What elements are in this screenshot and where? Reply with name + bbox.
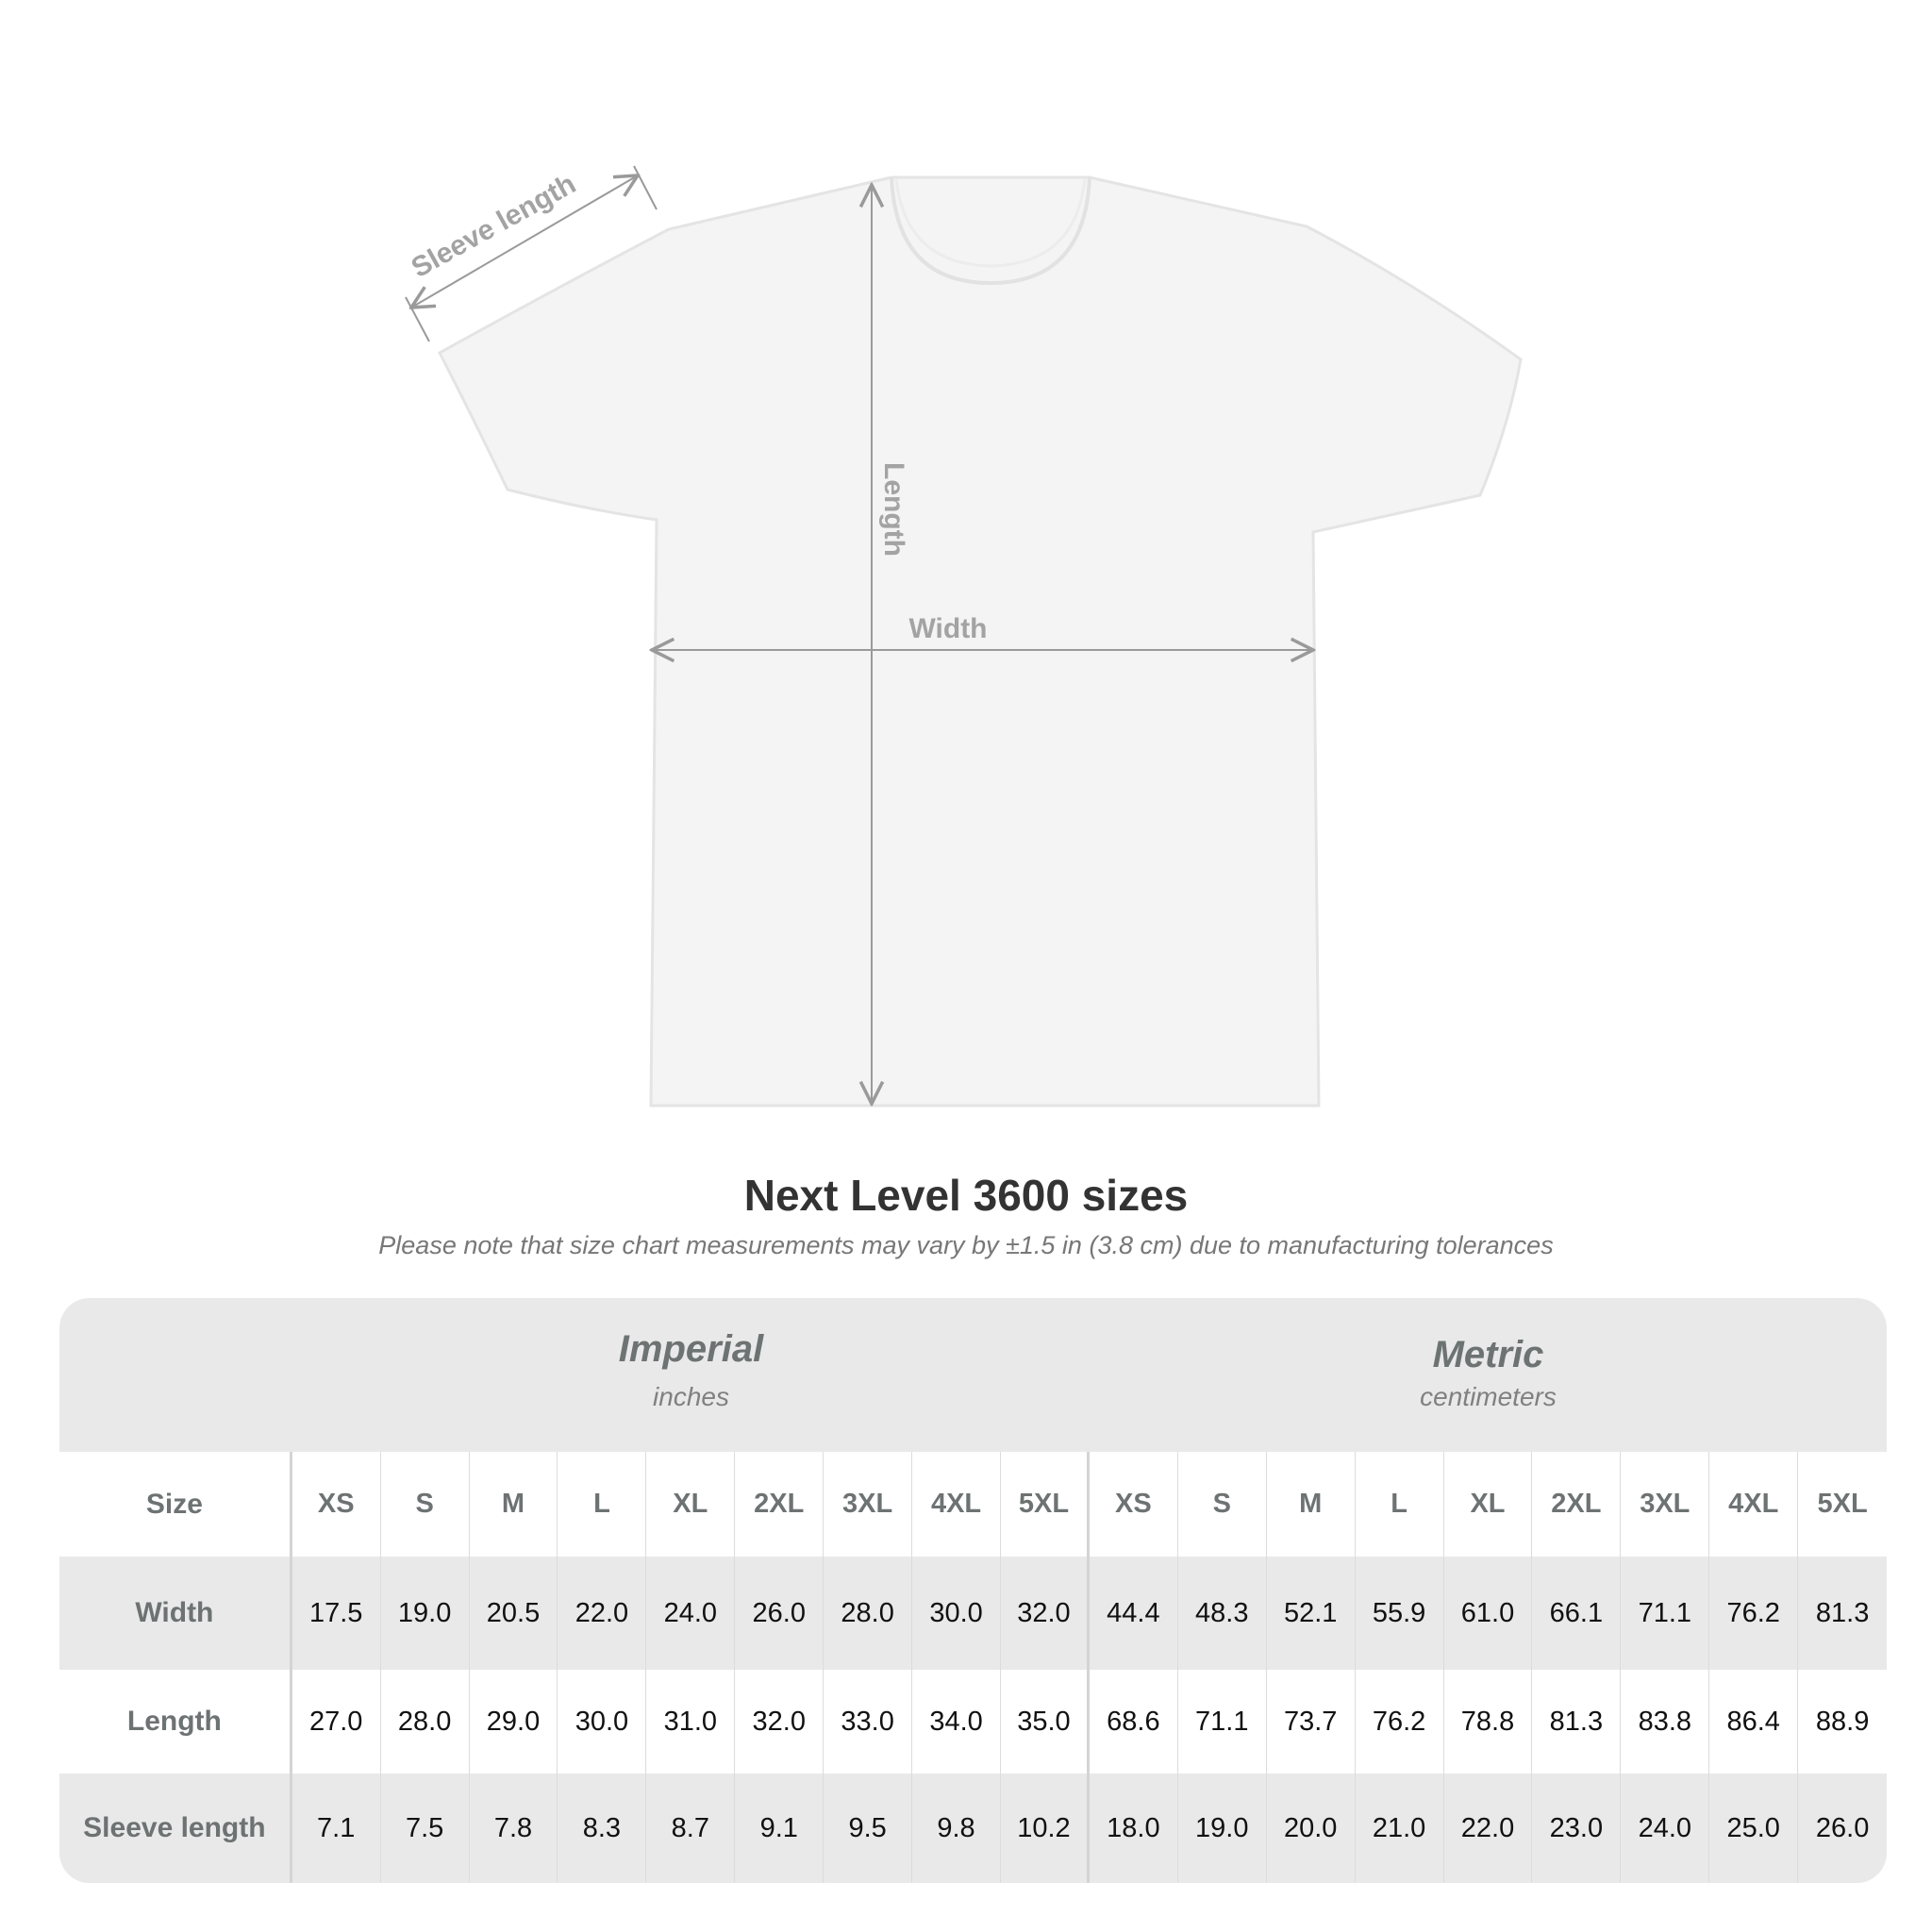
size-header-cell: 3XL: [824, 1452, 913, 1557]
value-cell: 30.0: [912, 1557, 1001, 1670]
value-cell: 78.8: [1444, 1670, 1533, 1774]
value-cell: 52.1: [1267, 1557, 1356, 1670]
tshirt-diagram: Sleeve length Length Width: [405, 165, 1523, 1108]
size-header-cell: 2XL: [735, 1452, 824, 1557]
collar: [890, 176, 1091, 286]
value-cell: 88.9: [1815, 1706, 1870, 1737]
value-cell: 35.0: [1001, 1670, 1090, 1774]
size-header-cell: XS: [292, 1452, 381, 1557]
size-header-row: Size XS S M L XL 2XL 3XL 4XL 5XL XS S M L XL 2XL 3XL 4XL 5…: [59, 1452, 1887, 1557]
value-cell: 19.0: [381, 1557, 470, 1670]
value-cell: 76.2: [1356, 1670, 1444, 1774]
size-table: Imperial inches Metric centimeters Size X…: [59, 1298, 1887, 1883]
size-header-cell: 2XL: [1532, 1452, 1622, 1557]
row-label: Sleeve length: [59, 1774, 292, 1883]
value-cell: 81.3: [1532, 1670, 1622, 1774]
value-cell: 7.1: [292, 1774, 381, 1883]
size-header-cell: 5XL: [1817, 1489, 1868, 1519]
sleeve-length-label: Sleeve length: [407, 168, 581, 284]
value-cell: 28.0: [381, 1670, 470, 1774]
size-header-cell: S: [1178, 1452, 1267, 1557]
value-cell: 76.2: [1709, 1557, 1799, 1670]
value-cell: 66.1: [1532, 1557, 1622, 1670]
value-cell: 24.0: [1621, 1774, 1710, 1883]
value-cell: 22.0: [1444, 1774, 1533, 1883]
size-header-cell: L: [558, 1452, 647, 1557]
value-cell: 24.0: [646, 1557, 736, 1670]
value-cell: 21.0: [1356, 1774, 1444, 1883]
value-cell: 81.3: [1815, 1597, 1870, 1628]
size-header-cell: 4XL: [912, 1452, 1001, 1557]
size-header-cell: XL: [646, 1452, 736, 1557]
value-cell: 32.0: [735, 1670, 824, 1774]
size-header-cell: XS: [1090, 1452, 1178, 1557]
value-cell: 86.4: [1709, 1670, 1799, 1774]
table-row: Length 27.0 28.0 29.0 30.0 31.0 32.0 33.0 34.0 35…: [59, 1670, 1887, 1774]
imperial-header: Imperial inches: [292, 1298, 1090, 1452]
page-title: Next Level 3600 sizes: [743, 1171, 1189, 1220]
imperial-heading: Imperial: [618, 1328, 764, 1370]
value-cell: 9.5: [824, 1774, 913, 1883]
value-cell: 26.0: [735, 1557, 824, 1670]
size-header-cell: M: [1267, 1452, 1356, 1557]
size-header-cell: 5XL: [1001, 1452, 1090, 1557]
value-cell: 48.3: [1178, 1557, 1267, 1670]
value-cell: 17.5: [292, 1557, 381, 1670]
value-cell: 29.0: [470, 1670, 558, 1774]
tolerance-note: Please note that size chart measurements…: [378, 1231, 1554, 1259]
length-label: Length: [878, 462, 909, 557]
value-cell: 26.0: [1815, 1812, 1870, 1843]
value-cell: 34.0: [912, 1670, 1001, 1774]
value-cell: 44.4: [1090, 1557, 1178, 1670]
size-header-cell: S: [381, 1452, 470, 1557]
row-label: Size: [59, 1452, 292, 1557]
value-cell: 10.2: [1001, 1774, 1090, 1883]
size-header-cell: M: [470, 1452, 558, 1557]
metric-header: Metric centimeters: [1090, 1298, 1887, 1452]
value-cell: 68.6: [1090, 1670, 1178, 1774]
value-cell: 71.1: [1621, 1557, 1710, 1670]
value-cell: 71.1: [1178, 1670, 1267, 1774]
value-cell: 25.0: [1709, 1774, 1799, 1883]
row-label: Width: [59, 1557, 292, 1670]
value-cell: 32.0: [1001, 1557, 1090, 1670]
table-row: Width 17.5 19.0 20.5 22.0 24.0 26.0 28.0 30.0 32.…: [59, 1557, 1887, 1670]
value-cell: 9.1: [735, 1774, 824, 1883]
metric-heading: Metric: [1432, 1334, 1544, 1375]
size-header-cell: 4XL: [1709, 1452, 1799, 1557]
value-cell: 83.8: [1621, 1670, 1710, 1774]
size-header-cell: 3XL: [1621, 1452, 1710, 1557]
value-cell: 7.5: [381, 1774, 470, 1883]
value-cell: 8.3: [558, 1774, 647, 1883]
value-cell: 28.0: [824, 1557, 913, 1670]
value-cell: 31.0: [646, 1670, 736, 1774]
value-cell: 55.9: [1356, 1557, 1444, 1670]
value-cell: 18.0: [1090, 1774, 1178, 1883]
row-label: Length: [59, 1670, 292, 1774]
table-row: Sleeve length 7.1 7.5 7.8 8.3 8.7 9.1 9.5 9.8 10.…: [59, 1774, 1887, 1883]
value-cell: 8.7: [646, 1774, 736, 1883]
size-header-cell: XL: [1444, 1452, 1533, 1557]
width-label: Width: [908, 613, 987, 644]
value-cell: 27.0: [292, 1670, 381, 1774]
imperial-unit: inches: [653, 1382, 729, 1411]
value-cell: 33.0: [824, 1670, 913, 1774]
value-cell: 19.0: [1178, 1774, 1267, 1883]
value-cell: 30.0: [558, 1670, 647, 1774]
value-cell: 61.0: [1444, 1557, 1533, 1670]
value-cell: 20.5: [470, 1557, 558, 1670]
value-cell: 9.8: [912, 1774, 1001, 1883]
sleeve-length-arrow: [411, 175, 638, 308]
value-cell: 73.7: [1267, 1670, 1356, 1774]
size-header-cell: L: [1356, 1452, 1444, 1557]
value-cell: 20.0: [1267, 1774, 1356, 1883]
value-cell: 22.0: [558, 1557, 647, 1670]
value-cell: 23.0: [1532, 1774, 1622, 1883]
metric-unit: centimeters: [1420, 1382, 1557, 1411]
value-cell: 7.8: [470, 1774, 558, 1883]
